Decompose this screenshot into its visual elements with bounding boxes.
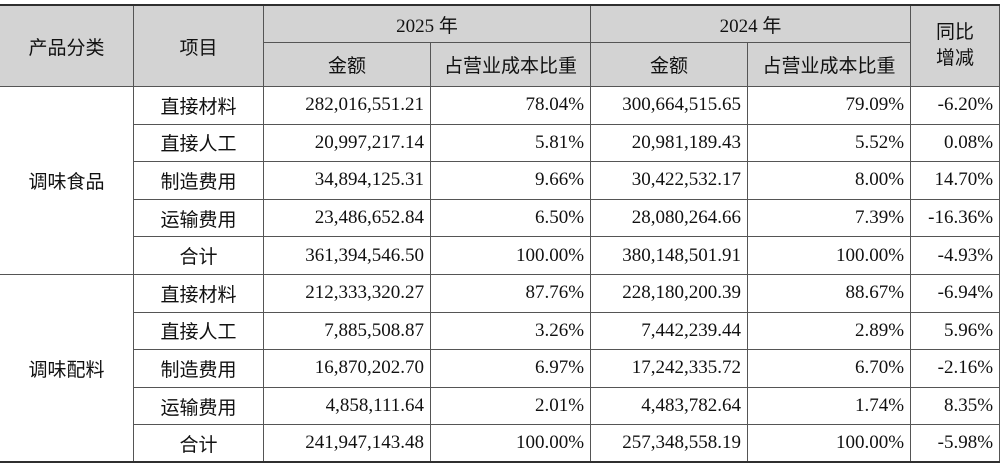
table-row: 制造费用 34,894,125.31 9.66% 30,422,532.17 8… xyxy=(0,161,1001,200)
category-cell: 调味食品 xyxy=(0,86,134,275)
cell-ratio-2025: 2.01% xyxy=(429,386,592,426)
cell-item: 运输费用 xyxy=(133,198,264,238)
cell-ratio-2025: 5.81% xyxy=(429,123,592,163)
header-item: 项目 xyxy=(133,4,264,87)
cell-amount-2025: 23,486,652.84 xyxy=(263,198,431,238)
cell-ratio-2025: 9.66% xyxy=(429,161,592,200)
cell-amount-2025: 4,858,111.64 xyxy=(263,386,431,426)
cell-ratio-2024: 1.74% xyxy=(747,386,912,426)
header-year-2025: 2025 年 xyxy=(262,4,592,43)
cell-amount-2025: 241,947,143.48 xyxy=(263,424,431,463)
cell-ratio-2025: 87.76% xyxy=(429,273,592,313)
cell-item: 直接材料 xyxy=(133,86,264,125)
cell-ratio-2024: 5.52% xyxy=(747,123,912,163)
cell-ratio-2024: 88.67% xyxy=(747,273,912,313)
cell-yoy: -6.20% xyxy=(910,86,1001,125)
cell-amount-2024: 228,180,200.39 xyxy=(590,273,749,313)
cell-amount-2025: 361,394,546.50 xyxy=(263,236,431,275)
header-product-category: 产品分类 xyxy=(0,4,134,87)
table-row-total: 合计 361,394,546.50 100.00% 380,148,501.91… xyxy=(0,236,1001,275)
header-yoy: 同比 增减 xyxy=(910,4,1001,87)
header-amount-2024: 金额 xyxy=(590,42,749,87)
cell-amount-2024: 300,664,515.65 xyxy=(590,86,749,125)
table-row: 制造费用 16,870,202.70 6.97% 17,242,335.72 6… xyxy=(0,349,1001,388)
cell-ratio-2024: 79.09% xyxy=(747,86,912,125)
cell-ratio-2024: 100.00% xyxy=(747,424,912,463)
table-row: 直接人工 20,997,217.14 5.81% 20,981,189.43 5… xyxy=(0,123,1001,163)
cell-item: 运输费用 xyxy=(133,386,264,426)
header-ratio-2025: 占营业成本比重 xyxy=(429,42,592,87)
table-row: 运输费用 4,858,111.64 2.01% 4,483,782.64 1.7… xyxy=(0,386,1001,426)
cell-yoy: 14.70% xyxy=(910,161,1001,200)
cell-ratio-2024: 100.00% xyxy=(747,236,912,275)
cell-yoy: -2.16% xyxy=(910,349,1001,388)
header-yoy-line1: 同比 xyxy=(936,22,975,44)
cell-item: 直接材料 xyxy=(133,273,264,313)
cell-ratio-2025: 100.00% xyxy=(429,236,592,275)
cell-ratio-2025: 6.97% xyxy=(429,349,592,388)
cell-yoy: 5.96% xyxy=(910,311,1001,351)
cell-amount-2024: 257,348,558.19 xyxy=(590,424,749,463)
table-row: 直接人工 7,885,508.87 3.26% 7,442,239.44 2.8… xyxy=(0,311,1001,351)
cell-yoy: -4.93% xyxy=(910,236,1001,275)
header-yoy-line2: 增减 xyxy=(936,48,975,69)
cell-ratio-2024: 2.89% xyxy=(747,311,912,351)
cell-amount-2025: 212,333,320.27 xyxy=(263,273,431,313)
table-body: 调味食品 直接材料 282,016,551.21 78.04% 300,664,… xyxy=(0,86,1001,463)
cell-amount-2025: 34,894,125.31 xyxy=(263,161,431,200)
cell-amount-2024: 4,483,782.64 xyxy=(590,386,749,426)
table-row-total: 合计 241,947,143.48 100.00% 257,348,558.19… xyxy=(0,424,1001,463)
cell-item: 制造费用 xyxy=(133,349,264,388)
cell-yoy: -6.94% xyxy=(910,273,1001,313)
header-ratio-2024: 占营业成本比重 xyxy=(747,42,912,87)
cell-amount-2025: 16,870,202.70 xyxy=(263,349,431,388)
cell-item: 直接人工 xyxy=(133,311,264,351)
table-header: 产品分类 项目 2025 年 2024 年 同比 增减 金额 占营业成本比重 金… xyxy=(0,4,1001,87)
cell-amount-2025: 20,997,217.14 xyxy=(263,123,431,163)
cell-item: 合计 xyxy=(133,236,264,275)
cell-amount-2025: 282,016,551.21 xyxy=(263,86,431,125)
cell-ratio-2025: 3.26% xyxy=(429,311,592,351)
cell-yoy: 0.08% xyxy=(910,123,1001,163)
table-row: 调味食品 直接材料 282,016,551.21 78.04% 300,664,… xyxy=(0,86,1001,275)
cell-amount-2025: 7,885,508.87 xyxy=(263,311,431,351)
cell-yoy: 8.35% xyxy=(910,386,1001,426)
cell-amount-2024: 7,442,239.44 xyxy=(590,311,749,351)
table-row: 调味配料 直接材料 212,333,320.27 87.76% 228,180,… xyxy=(0,273,1001,463)
cell-yoy: -16.36% xyxy=(910,198,1001,238)
cell-item: 直接人工 xyxy=(133,123,264,163)
cell-amount-2024: 17,242,335.72 xyxy=(590,349,749,388)
cell-ratio-2024: 6.70% xyxy=(747,349,912,388)
header-amount-2025: 金额 xyxy=(263,42,431,87)
cell-amount-2024: 380,148,501.91 xyxy=(590,236,749,275)
cell-amount-2024: 30,422,532.17 xyxy=(590,161,749,200)
cell-ratio-2024: 7.39% xyxy=(747,198,912,238)
cell-item: 合计 xyxy=(133,424,264,463)
cell-item: 制造费用 xyxy=(133,161,264,200)
cost-structure-table: 产品分类 项目 2025 年 2024 年 同比 增减 金额 占营业成本比重 金… xyxy=(0,4,1001,464)
cell-amount-2024: 20,981,189.43 xyxy=(590,123,749,163)
cell-ratio-2025: 100.00% xyxy=(429,424,592,463)
category-cell: 调味配料 xyxy=(0,273,134,463)
cell-ratio-2024: 8.00% xyxy=(747,161,912,200)
cell-ratio-2025: 6.50% xyxy=(429,198,592,238)
cell-amount-2024: 28,080,264.66 xyxy=(590,198,749,238)
table-row: 运输费用 23,486,652.84 6.50% 28,080,264.66 7… xyxy=(0,198,1001,238)
header-year-2024: 2024 年 xyxy=(590,4,912,43)
cell-yoy: -5.98% xyxy=(910,424,1001,463)
cell-ratio-2025: 78.04% xyxy=(429,86,592,125)
